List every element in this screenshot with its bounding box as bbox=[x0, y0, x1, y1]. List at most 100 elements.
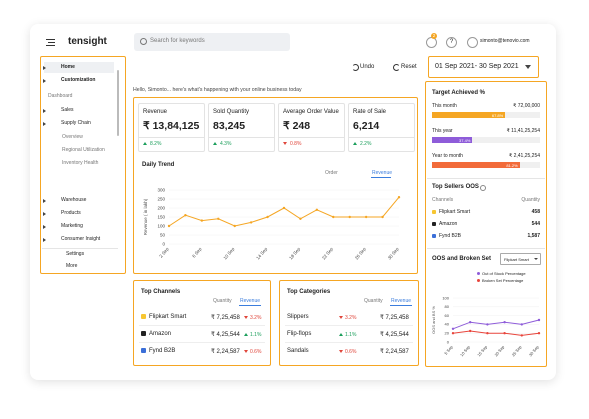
nav-item[interactable]: Overview bbox=[62, 134, 83, 140]
arrow-down bbox=[283, 142, 287, 145]
divider bbox=[427, 178, 545, 179]
seller-name: Flipkart Smart bbox=[439, 209, 471, 215]
data-point bbox=[537, 332, 541, 335]
row-name: Flip-flops bbox=[287, 331, 312, 337]
nav-item[interactable]: Settings bbox=[66, 251, 85, 257]
nav-item[interactable]: More bbox=[66, 263, 78, 269]
kpi-label: Average Order Value bbox=[283, 109, 339, 115]
data-point bbox=[184, 214, 187, 217]
date-range: 01 Sep 2021- 30 Sep 2021 bbox=[435, 63, 519, 70]
arrow-down bbox=[339, 349, 343, 353]
data-point bbox=[332, 215, 335, 219]
undo-button[interactable]: Undo bbox=[360, 64, 375, 70]
side-frame bbox=[425, 81, 547, 367]
nav-item[interactable]: Consumer Insight bbox=[61, 236, 101, 242]
kpi-divider bbox=[139, 137, 204, 138]
expand-arrow bbox=[43, 122, 46, 126]
data-point bbox=[520, 323, 523, 326]
data-point bbox=[451, 332, 455, 335]
reset-button[interactable]: Reset bbox=[401, 64, 417, 70]
nav-item[interactable]: Home bbox=[61, 64, 75, 70]
x-tick-label: 10 Sep bbox=[222, 246, 235, 261]
tab[interactable]: Quantity bbox=[213, 298, 232, 304]
kpi-label: Sold Quantity bbox=[213, 109, 250, 115]
kpi-delta: 0.8% bbox=[290, 141, 302, 147]
y-tick-label: 100 bbox=[442, 295, 449, 300]
data-point bbox=[469, 329, 472, 333]
tab[interactable]: Quantity bbox=[364, 298, 383, 304]
row-divider bbox=[139, 342, 265, 343]
data-point bbox=[266, 215, 269, 219]
nav-item[interactable]: Regional Utilization bbox=[62, 147, 105, 153]
data-point bbox=[451, 327, 455, 330]
search-icon bbox=[140, 38, 147, 45]
channel-icon bbox=[141, 331, 146, 336]
tab-underline bbox=[371, 177, 391, 178]
nav-item[interactable]: Warehouse bbox=[61, 197, 87, 203]
kpi-delta: 4.3% bbox=[220, 141, 232, 147]
y-tick-label: 150 bbox=[157, 215, 165, 220]
row-delta: 1.1% bbox=[250, 332, 262, 338]
target-pct: 81.2% bbox=[506, 162, 518, 168]
info-icon bbox=[480, 184, 486, 191]
row-value: ₹ 4,25,544 bbox=[380, 332, 409, 338]
target-pct: 37.4% bbox=[459, 137, 471, 143]
y-tick-label: 60 bbox=[445, 313, 450, 318]
row-value: ₹ 2,24,587 bbox=[380, 349, 409, 355]
expand-arrow bbox=[43, 79, 46, 83]
kpi-value: ₹ 13,84,125 bbox=[143, 120, 200, 132]
x-tick-label: 30 Sep bbox=[528, 344, 540, 358]
nav-item[interactable]: Customization bbox=[61, 77, 96, 83]
channel-icon bbox=[141, 348, 146, 353]
tab-underline bbox=[239, 305, 261, 306]
x-tick-label: 26 Sep bbox=[354, 246, 367, 261]
nav-item[interactable]: Supply Chain bbox=[61, 120, 91, 126]
kpi-divider bbox=[349, 137, 414, 138]
legend-dot bbox=[477, 279, 480, 282]
greeting: Hello, Simonto... here's what's happenin… bbox=[133, 87, 302, 93]
kpi-label: Rate of Sale bbox=[353, 109, 387, 115]
tab-active[interactable]: Revenue bbox=[372, 170, 393, 176]
nav-item[interactable]: Sales bbox=[61, 107, 74, 113]
y-tick-label: 250 bbox=[157, 197, 165, 202]
menu-icon-bar bbox=[48, 42, 55, 44]
target-amount: ₹ 72,00,000 bbox=[513, 103, 540, 109]
kpi-value: 6,214 bbox=[353, 120, 380, 132]
help-button[interactable]: ? bbox=[446, 37, 457, 48]
divider bbox=[427, 248, 545, 249]
legend-label: Out of Stock Percentage bbox=[482, 271, 526, 276]
user-avatar[interactable] bbox=[467, 37, 478, 48]
date-range-frame[interactable]: 01 Sep 2021- 30 Sep 2021 bbox=[428, 56, 539, 78]
x-tick-label: 10 Sep bbox=[459, 344, 471, 358]
dropdown-caret bbox=[534, 258, 538, 260]
nav-item[interactable]: Inventory Health bbox=[62, 160, 99, 166]
row-divider bbox=[139, 325, 265, 326]
series-line bbox=[452, 319, 540, 330]
sidebar-scrollbar bbox=[117, 70, 119, 136]
row-delta: 0.6% bbox=[345, 349, 357, 355]
kpi-divider bbox=[279, 137, 344, 138]
expand-arrow bbox=[43, 199, 46, 203]
search-placeholder: Search for keywords bbox=[150, 38, 205, 44]
y-tick-label: 100 bbox=[157, 224, 165, 229]
tab[interactable]: Order bbox=[325, 170, 338, 176]
search-box[interactable]: Search for keywords bbox=[134, 33, 290, 51]
target-amount: ₹ 11,41,25,254 bbox=[506, 128, 540, 134]
row-divider bbox=[285, 342, 413, 343]
tab-active[interactable]: Revenue bbox=[240, 298, 261, 304]
legend-label: Broken Set Percentage bbox=[482, 278, 524, 283]
x-tick-label: 14 Sep bbox=[255, 246, 268, 261]
dropdown[interactable]: Flipkart Smart bbox=[500, 253, 541, 265]
row-delta: 0.6% bbox=[250, 349, 262, 355]
x-tick-label: 15 Sep bbox=[476, 344, 488, 358]
y-axis-label: Revenue ( in lakh) bbox=[143, 198, 148, 235]
tab-active[interactable]: Revenue bbox=[391, 298, 412, 304]
nav-item[interactable]: Products bbox=[61, 210, 81, 216]
seller-qty: 458 bbox=[531, 209, 540, 215]
y-tick-label: 40 bbox=[445, 322, 450, 327]
user-email: simonto@tenovio.com bbox=[480, 38, 530, 44]
row-name: Slippers bbox=[287, 314, 309, 320]
daily-trend-chart: 0 50 100 150 200 250 300 Revenue ( in lakh) 2 Se… bbox=[143, 188, 401, 261]
nav-item[interactable]: Marketing bbox=[61, 223, 83, 229]
